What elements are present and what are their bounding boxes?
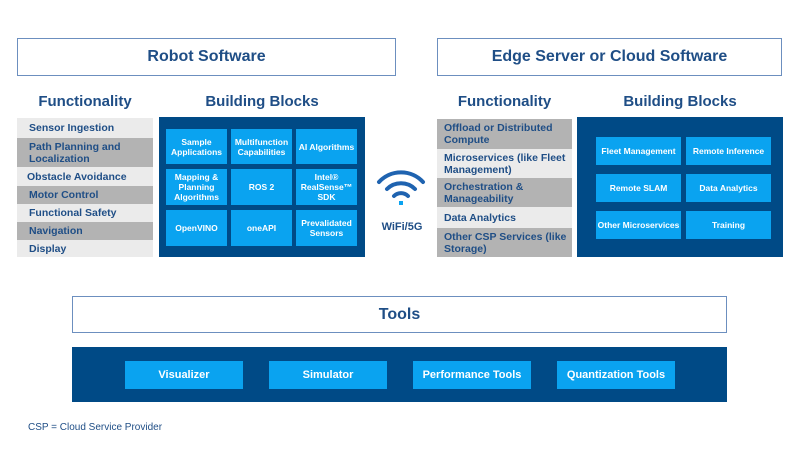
function-item: Display bbox=[17, 240, 153, 257]
block-tile: Training bbox=[686, 211, 771, 239]
block-tile: AI Algorithms bbox=[296, 129, 357, 164]
tool-performance: Performance Tools bbox=[413, 361, 531, 389]
block-tile: Data Analytics bbox=[686, 174, 771, 202]
block-tile: ROS 2 bbox=[231, 169, 292, 205]
function-item: Offload or Distributed Compute bbox=[437, 119, 572, 149]
block-tile: Sample Applications bbox=[166, 129, 227, 164]
tool-simulator: Simulator bbox=[269, 361, 387, 389]
block-tile: Mapping & Planning Algorithms bbox=[166, 169, 227, 205]
robot-functionality-title: Functionality bbox=[38, 93, 132, 110]
robot-software-header: Robot Software bbox=[17, 38, 396, 76]
function-item: Navigation bbox=[17, 222, 153, 240]
block-tile: Multifunction Capabilities bbox=[231, 129, 292, 164]
tool-visualizer: Visualizer bbox=[125, 361, 243, 389]
function-item: Microservices (like Fleet Management) bbox=[437, 149, 572, 178]
function-item: Other CSP Services (like Storage) bbox=[437, 228, 572, 257]
edge-blocks-title: Building Blocks bbox=[623, 93, 737, 110]
function-item: Motor Control bbox=[17, 186, 153, 204]
edge-software-header: Edge Server or Cloud Software bbox=[437, 38, 782, 76]
robot-blocks-title: Building Blocks bbox=[205, 93, 319, 110]
edge-building-blocks: Fleet Management Remote Inference Remote… bbox=[577, 117, 783, 257]
wifi-label: WiFi/5G bbox=[381, 221, 423, 233]
tools-bar: Visualizer Simulator Performance Tools Q… bbox=[72, 347, 727, 402]
edge-functionality-title: Functionality bbox=[457, 93, 552, 110]
wifi-icon bbox=[377, 170, 425, 205]
block-tile: Prevalidated Sensors bbox=[296, 210, 357, 246]
function-item: Functional Safety bbox=[17, 204, 153, 222]
block-tile: Fleet Management bbox=[596, 137, 681, 165]
function-item: Obstacle Avoidance bbox=[17, 167, 153, 186]
tools-header: Tools bbox=[72, 296, 727, 333]
function-item: Sensor Ingestion bbox=[17, 118, 153, 138]
function-item: Data Analytics bbox=[437, 207, 572, 228]
block-tile: Remote Inference bbox=[686, 137, 771, 165]
footnote: CSP = Cloud Service Provider bbox=[28, 422, 163, 433]
block-tile: OpenVINO bbox=[166, 210, 227, 246]
robot-building-blocks: Sample Applications Multifunction Capabi… bbox=[159, 117, 365, 257]
block-tile: Remote SLAM bbox=[596, 174, 681, 202]
block-tile: oneAPI bbox=[231, 210, 292, 246]
block-tile: Other Microservices bbox=[596, 211, 681, 239]
tool-quantization: Quantization Tools bbox=[557, 361, 675, 389]
robot-functionality-list: Sensor Ingestion Path Planning and Local… bbox=[17, 118, 153, 257]
function-item: Orchestration & Manageability bbox=[437, 178, 572, 207]
function-item: Path Planning and Localization bbox=[17, 138, 153, 167]
edge-functionality-list: Offload or Distributed Compute Microserv… bbox=[437, 119, 572, 257]
block-tile: Intel® RealSense™ SDK bbox=[296, 169, 357, 205]
